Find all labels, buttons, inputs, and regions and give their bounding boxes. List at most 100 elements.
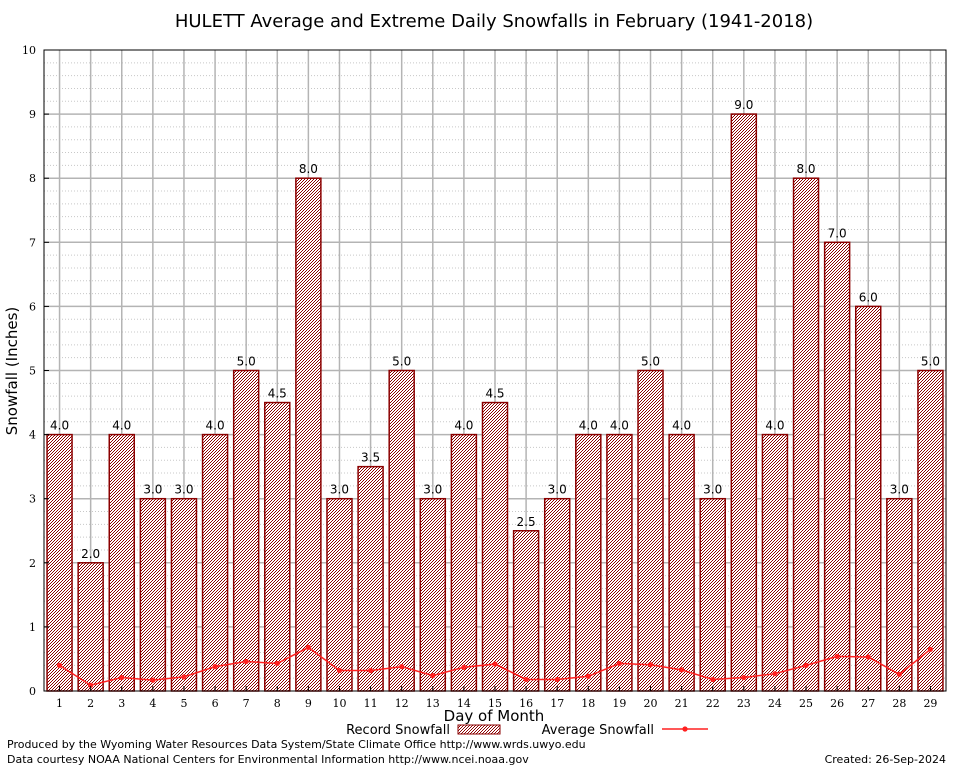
y-tick-label: 5 xyxy=(29,365,36,378)
bar-value-label: 4.5 xyxy=(268,387,287,401)
average-point xyxy=(554,676,560,683)
x-tick-label: 8 xyxy=(274,697,281,710)
average-point xyxy=(56,662,63,668)
record-bar xyxy=(730,113,758,692)
chart-title: HULETT Average and Extreme Daily Snowfal… xyxy=(175,11,813,32)
record-bar xyxy=(512,530,540,692)
average-point xyxy=(367,667,374,674)
bar-value-label: 3.0 xyxy=(330,483,349,497)
record-bar xyxy=(419,497,447,692)
average-point xyxy=(741,674,747,681)
bar-value-label: 3.0 xyxy=(548,483,567,497)
record-bar xyxy=(326,497,353,692)
average-point xyxy=(150,677,156,683)
x-tick-label: 20 xyxy=(644,697,658,710)
bar-value-label: 4.0 xyxy=(765,419,784,433)
record-bar xyxy=(606,433,633,692)
x-tick-label: 2 xyxy=(87,697,94,710)
x-tick-label: 22 xyxy=(706,697,720,710)
bar-value-label: 6.0 xyxy=(859,290,878,304)
y-tick-label: 7 xyxy=(29,236,36,249)
footer-produced-by: Produced by the Wyoming Water Resources … xyxy=(7,738,586,751)
bar-value-label: 4.0 xyxy=(50,419,69,433)
record-bar xyxy=(170,497,198,692)
average-point xyxy=(461,664,467,670)
average-point xyxy=(336,667,343,674)
legend-average-label: Average Snowfall xyxy=(542,723,654,738)
average-line-group xyxy=(56,644,934,688)
average-point xyxy=(399,664,405,670)
bar-value-label: 2.0 xyxy=(81,547,100,561)
x-axis-label: Day of Month xyxy=(444,707,545,725)
average-point xyxy=(803,662,809,668)
average-point xyxy=(927,646,934,652)
bar-value-label: 8.0 xyxy=(796,162,815,176)
average-point xyxy=(305,644,311,651)
bar-value-label: 3.0 xyxy=(703,483,722,497)
x-tick-label: 7 xyxy=(243,697,250,710)
bar-value-label: 4.0 xyxy=(454,419,473,433)
y-tick-label: 0 xyxy=(29,685,36,698)
legend-record-label: Record Snowfall xyxy=(346,723,450,738)
x-tick-label: 15 xyxy=(488,697,502,710)
bar-value-label: 4.0 xyxy=(112,419,131,433)
record-bar xyxy=(264,401,291,692)
x-tick-label: 11 xyxy=(364,697,378,710)
average-point xyxy=(710,676,716,683)
x-tick-label: 26 xyxy=(830,697,844,710)
record-bar xyxy=(108,433,136,692)
x-tick-label: 24 xyxy=(768,697,782,710)
y-tick-label: 6 xyxy=(29,300,36,313)
average-point xyxy=(212,664,218,670)
y-tick-label: 9 xyxy=(29,108,36,121)
x-tick-label: 18 xyxy=(581,697,595,710)
bar-value-label: 8.0 xyxy=(299,162,318,176)
record-bar xyxy=(295,177,322,692)
record-bar xyxy=(668,433,695,692)
bar-value-label: 3.0 xyxy=(143,483,162,497)
legend-average-marker xyxy=(682,726,688,732)
record-bar xyxy=(543,497,571,692)
x-tick-label: 27 xyxy=(861,697,875,710)
x-tick-label: 23 xyxy=(737,697,751,710)
record-bar xyxy=(854,305,882,692)
average-point xyxy=(616,660,623,667)
average-point xyxy=(679,667,685,673)
bar-value-label: 7.0 xyxy=(828,226,847,240)
y-tick-label: 10 xyxy=(22,44,36,57)
legend: Record Snowfall Average Snowfall xyxy=(346,723,708,738)
record-bar xyxy=(886,497,913,692)
record-bar xyxy=(637,369,664,692)
record-bar xyxy=(201,433,229,692)
bar-value-label: 9.0 xyxy=(734,98,753,112)
record-bar xyxy=(232,369,260,692)
record-bar xyxy=(761,433,789,692)
average-point xyxy=(834,653,840,659)
y-tick-label: 1 xyxy=(29,621,36,634)
y-axis-label: Snowfall (Inches) xyxy=(3,307,21,435)
average-point xyxy=(523,676,529,683)
record-bar xyxy=(139,497,167,692)
average-point xyxy=(243,658,249,665)
record-bar xyxy=(699,497,726,692)
record-bar xyxy=(792,177,820,692)
y-tick-label: 4 xyxy=(29,429,36,442)
average-point xyxy=(181,674,187,680)
record-bar xyxy=(46,433,73,692)
average-point xyxy=(896,671,902,677)
average-point xyxy=(88,682,94,688)
x-tick-labels: 1 2 3 4 5 6 7 8 9 10 11 12 13 14 15 16 17 18 19 20 21 22 23 24 2… xyxy=(56,686,937,710)
x-tick-label: 16 xyxy=(519,697,533,710)
record-bar xyxy=(823,241,851,692)
average-point xyxy=(492,661,498,667)
average-point xyxy=(430,673,436,679)
x-tick-label: 1 xyxy=(56,697,63,710)
x-tick-label: 14 xyxy=(457,697,471,710)
record-bar xyxy=(917,369,944,692)
x-tick-label: 21 xyxy=(675,697,689,710)
x-tick-label: 9 xyxy=(305,697,312,710)
average-point xyxy=(647,662,654,668)
x-tick-label: 19 xyxy=(612,697,626,710)
bar-value-label: 4.0 xyxy=(206,419,225,433)
